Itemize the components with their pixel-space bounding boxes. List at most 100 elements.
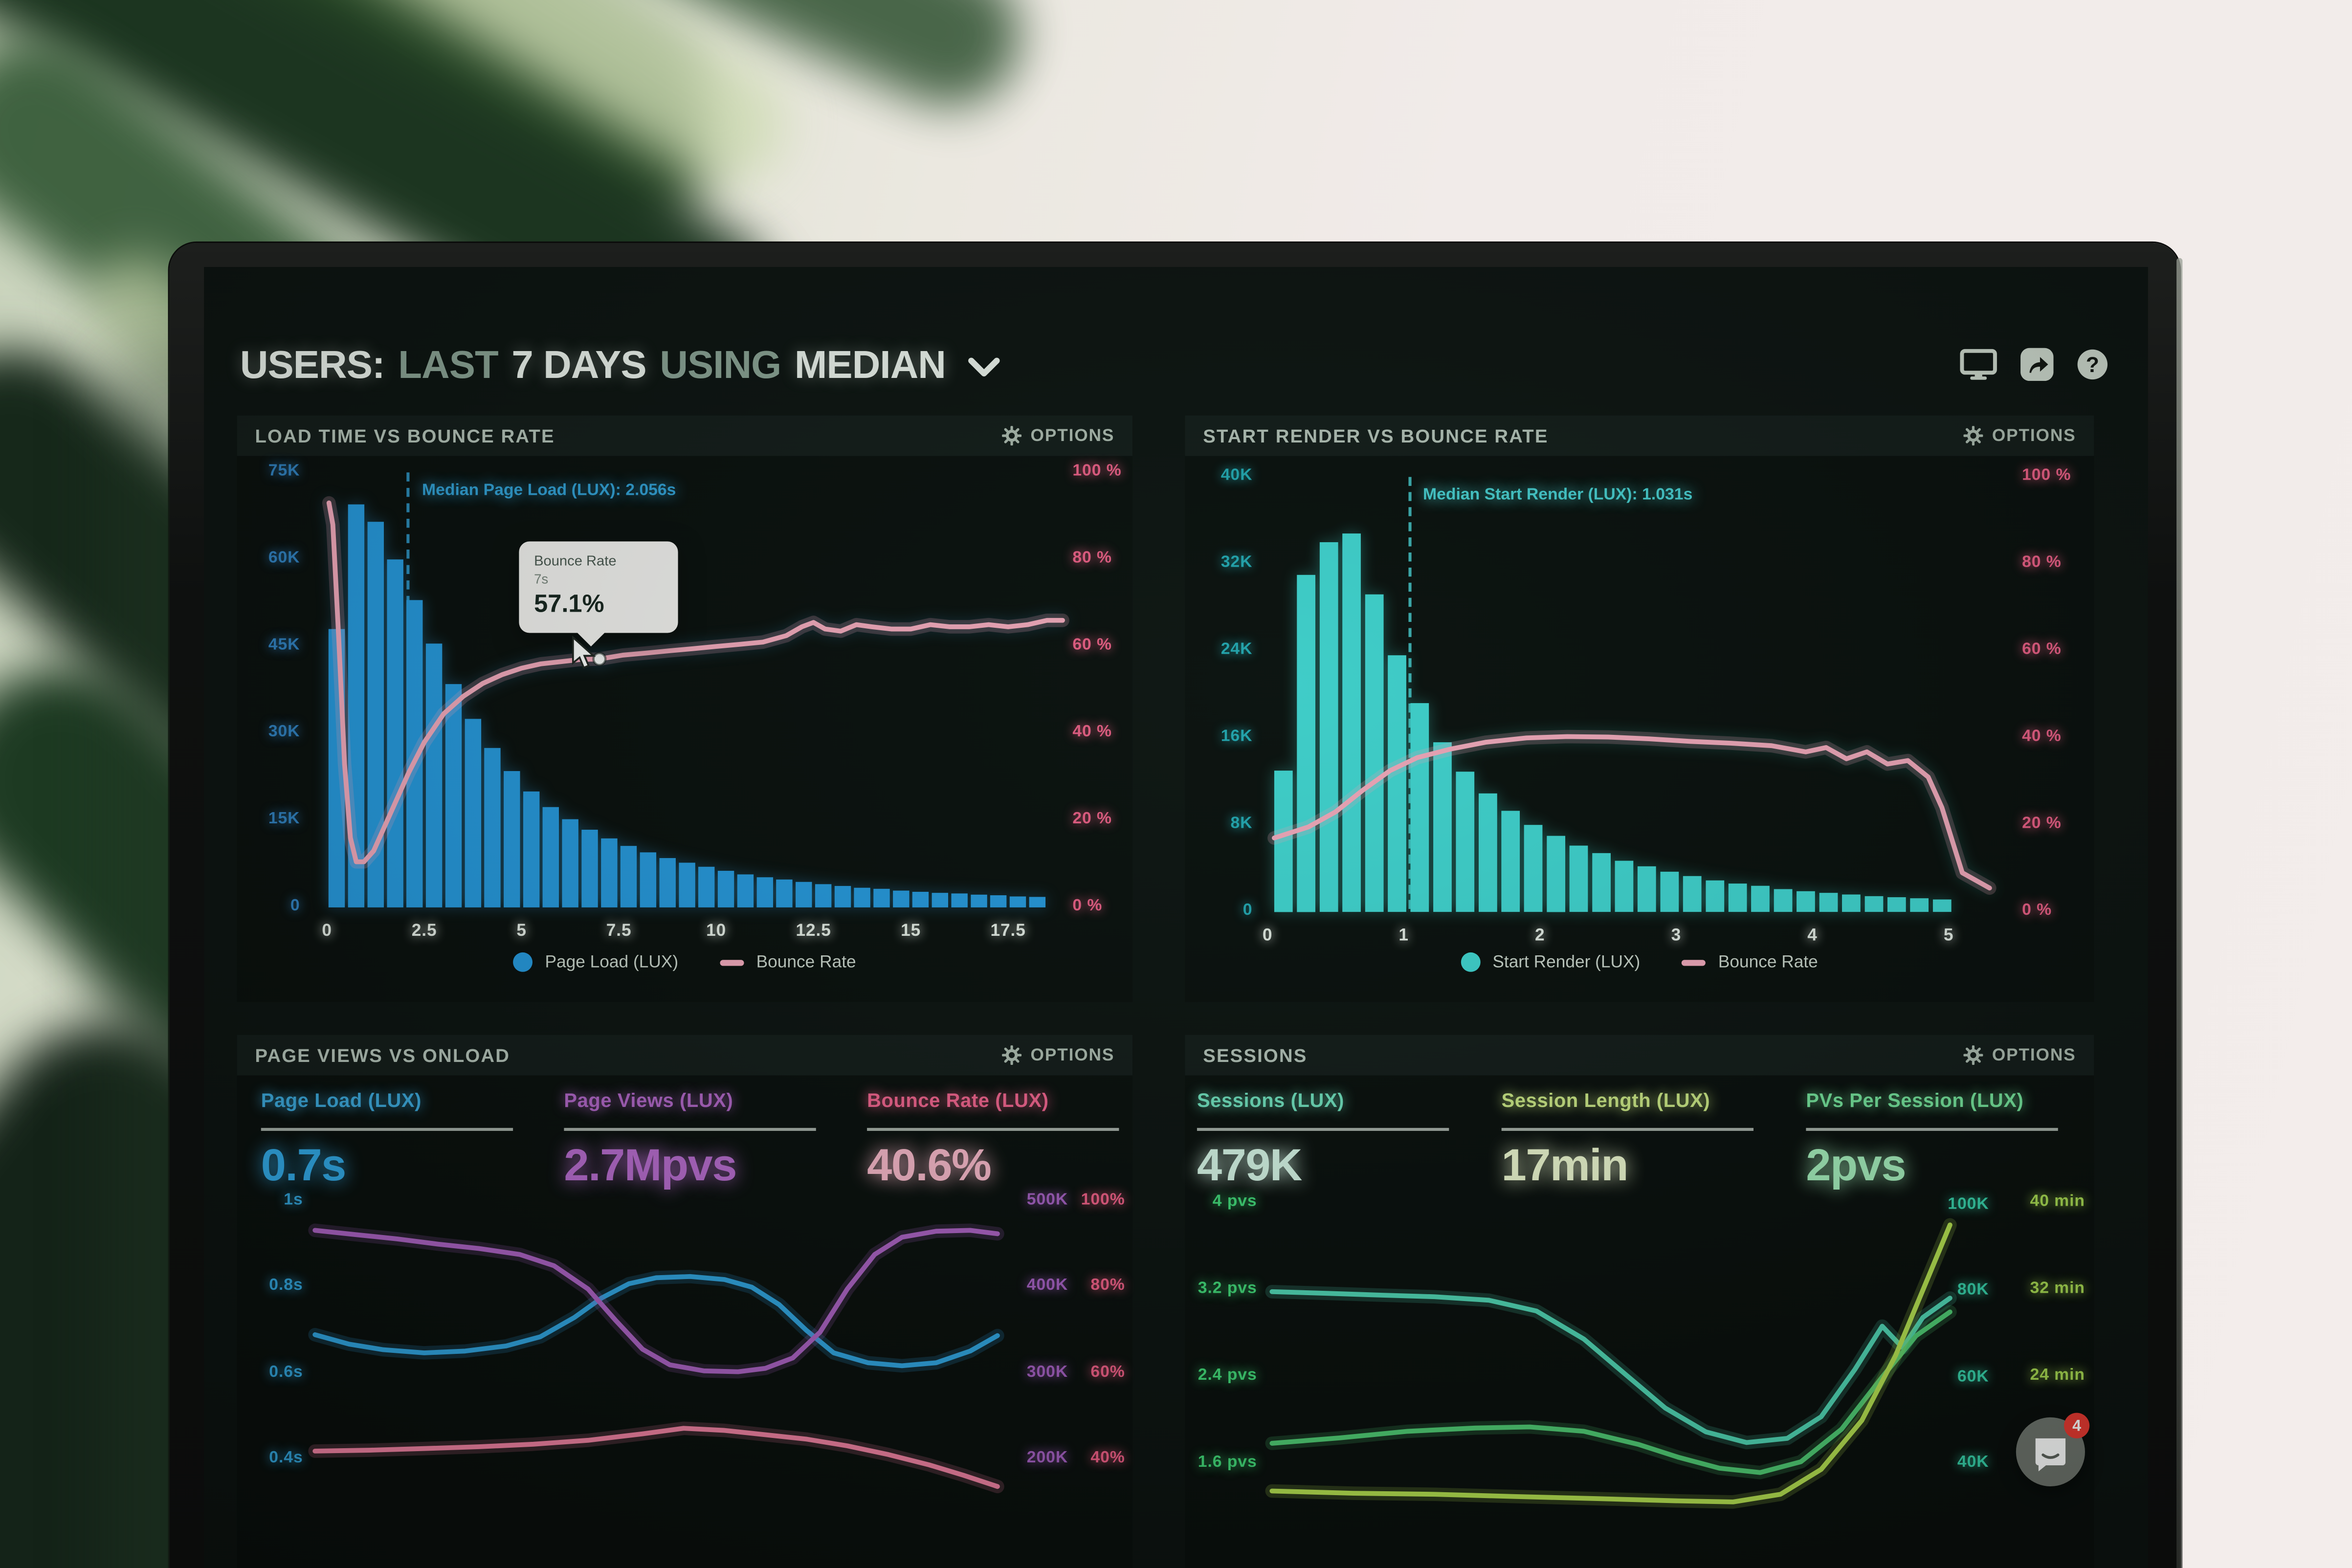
bounce-rate-line	[326, 500, 1065, 864]
y-right-label: 100 %	[2022, 466, 2071, 485]
legend-item: Bounce Rate	[720, 953, 856, 971]
y-right-label: 20 %	[1072, 810, 1112, 828]
y-left-label: 16K	[1220, 727, 1253, 746]
share-icon[interactable]	[2020, 348, 2054, 381]
options-button[interactable]: OPTIONS	[1002, 1045, 1114, 1065]
panel-title: PAGE VIEWS VS ONLOAD	[255, 1044, 510, 1066]
options-button[interactable]: OPTIONS	[1963, 1045, 2076, 1065]
bar	[445, 684, 462, 907]
bar	[971, 894, 987, 907]
y-left-label: 30K	[268, 723, 300, 741]
bar	[1887, 897, 1906, 912]
chart-legend: Start Render (LUX) Bounce Rate	[1185, 952, 2094, 972]
chart-area: 75K 60K 45K 30K 15K 0 100 % 80 % 60 % 40 % 20 % 0 %…	[237, 416, 1132, 1002]
x-tick-label: 10	[706, 922, 727, 941]
series-line	[312, 1426, 1000, 1489]
bar	[1479, 793, 1497, 912]
y-left-label: 8K	[1230, 814, 1253, 833]
bar	[562, 819, 578, 907]
x-tick-label: 15	[901, 922, 921, 941]
metric-value: 40.6%	[867, 1141, 992, 1191]
chevron-down-icon[interactable]	[968, 357, 1001, 378]
bar	[1864, 896, 1884, 912]
y-right-label: 500K	[1026, 1190, 1068, 1209]
y-left-label: 0	[290, 897, 300, 915]
y-right-label: 0 %	[1072, 897, 1103, 915]
bar	[1569, 845, 1588, 912]
median-label: Median Start Render (LUX): 1.031s	[1423, 486, 1693, 504]
x-tick-label: 1	[1398, 927, 1409, 945]
y-right-label: 24 min	[2030, 1366, 2085, 1385]
metric-bounce-rate: Bounce Rate (LUX) 40.6%	[867, 1089, 1119, 1193]
bar	[1009, 896, 1026, 907]
page-title[interactable]: USERS: LAST 7 DAYS USING MEDIAN	[240, 341, 1001, 388]
y-left-label: 24K	[1220, 640, 1253, 659]
metric-rule	[1501, 1127, 1754, 1131]
y-right-label: 20 %	[2022, 814, 2062, 833]
metric-label: Page Views (LUX)	[564, 1089, 733, 1112]
panel-start-render-vs-bounce-rate: START RENDER VS BOUNCE RATE OPTIONS 40K 3…	[1185, 415, 2094, 1002]
bar	[1388, 655, 1406, 912]
y-right-label: 60K	[1957, 1367, 1989, 1386]
legend-item: Start Render (LUX)	[1461, 952, 1640, 972]
chat-widget[interactable]: 4	[2016, 1413, 2090, 1486]
metric-value: 479K	[1197, 1141, 1302, 1191]
y-right-label: 40 %	[1072, 723, 1112, 741]
bar	[504, 771, 520, 907]
bar	[951, 893, 968, 907]
y-right-label: 100%	[1081, 1190, 1125, 1209]
title-segment: USING	[660, 341, 781, 386]
y-left-label: 3.2 pvs	[1198, 1280, 1257, 1298]
options-button[interactable]: OPTIONS	[1963, 426, 2076, 446]
y-left-label: 4 pvs	[1212, 1193, 1257, 1211]
median-annotation: Median Page Load (LUX): 2.056s	[407, 472, 676, 698]
sessions-plot	[1265, 1218, 1957, 1509]
bar	[1910, 898, 1929, 912]
bar	[990, 895, 1007, 907]
bar	[542, 807, 559, 907]
dashboard-header: USERS: LAST 7 DAYS USING MEDIAN	[240, 333, 2109, 396]
bar	[1456, 772, 1475, 912]
metric-page-views: Page Views (LUX) 2.7Mpvs	[564, 1089, 816, 1193]
legend-label: Page Load (LUX)	[545, 953, 679, 972]
options-button[interactable]: OPTIONS	[1002, 426, 1115, 446]
bar	[796, 882, 812, 907]
bar	[1524, 825, 1543, 912]
panel-header: SESSIONS OPTIONS	[1185, 1035, 2094, 1076]
metric-rule	[867, 1127, 1119, 1131]
metric-page-load: Page Load (LUX) 0.7s	[261, 1089, 513, 1193]
bar	[1297, 574, 1315, 912]
bar	[1365, 594, 1384, 912]
bar	[1819, 893, 1838, 912]
bar	[717, 871, 734, 907]
help-icon[interactable]: ?	[2076, 348, 2109, 381]
monitor-icon[interactable]	[1959, 348, 1998, 381]
options-label: OPTIONS	[1030, 426, 1115, 445]
header-toolbar: ?	[1959, 348, 2109, 381]
series-line	[312, 1228, 1000, 1374]
bar	[387, 559, 403, 907]
y-right-label: 300K	[1026, 1363, 1068, 1381]
bar	[1029, 897, 1046, 907]
legend-item: Page Load (LUX)	[513, 952, 678, 972]
tooltip-series: Bounce Rate	[534, 553, 617, 570]
x-tick-label: 12.5	[796, 922, 831, 941]
bar	[1774, 889, 1793, 912]
bar	[1433, 742, 1452, 912]
page-views-vs-onload-plot	[308, 1223, 1004, 1494]
bar	[1706, 880, 1725, 912]
bar	[893, 890, 910, 907]
bar	[1547, 836, 1566, 912]
panel-load-time-vs-bounce-rate: LOAD TIME VS BOUNCE RATE OPTIONS 75K 60K 4…	[237, 415, 1133, 1002]
bar	[1660, 871, 1679, 912]
bar	[1501, 811, 1520, 912]
bar	[1842, 894, 1861, 912]
bar	[1319, 542, 1338, 912]
bar	[1797, 891, 1815, 912]
legend-label: Bounce Rate	[756, 953, 856, 972]
y-right-label: 40 min	[2030, 1193, 2085, 1211]
legend-marker	[513, 952, 533, 972]
x-tick-label: 5	[516, 922, 527, 941]
median-label: Median Page Load (LUX): 2.056s	[422, 481, 676, 500]
